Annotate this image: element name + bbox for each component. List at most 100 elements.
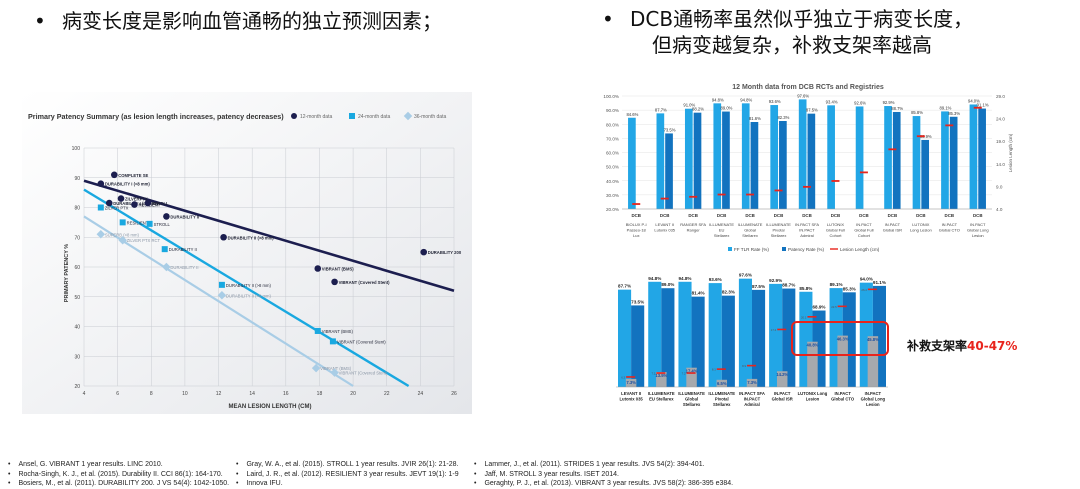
legend-swatch-circle — [291, 113, 297, 119]
botbar-lesion-label: 8.1 — [712, 368, 716, 372]
reference-item: Jaff, M. STROLL 3 year results. ISET 201… — [474, 470, 733, 480]
scatter-point — [314, 265, 322, 272]
botbar-bar-tlr — [708, 283, 722, 387]
topbar-bar-tlr — [798, 99, 807, 209]
topbar-value-label: 82.3% — [777, 115, 789, 120]
botbar-category-label: LEVANT II — [621, 391, 641, 396]
topbar-category-label: Stellarex — [714, 233, 730, 238]
topbar-category-label: Stellarex — [742, 233, 758, 238]
botbar-stent-label: 14.2% — [776, 372, 788, 377]
scatter-point — [131, 201, 138, 208]
topbar-dcb-label: DCB — [916, 213, 926, 218]
scatter-point — [97, 180, 105, 187]
scatter-point — [163, 213, 170, 220]
topbar-y2tick-label: 24.0 — [996, 117, 1005, 122]
legend-label: Patency Rate (%) — [788, 247, 824, 252]
topbar-value-label: 97.6% — [797, 93, 809, 98]
topbar-category-label: Global Long — [967, 228, 989, 233]
bullet-right: • DCB通畅率虽然似乎独立于病变长度， 但病变越复杂，补救支架率越高 — [602, 6, 1050, 58]
scatter-ytick-label: 20 — [74, 384, 80, 390]
botbar-lesion-label: 8.9 — [742, 364, 746, 368]
scatter-point — [97, 204, 104, 211]
scatter-point-label: RESILIENT — [127, 220, 149, 225]
botbar-stent-label: 7.3% — [747, 380, 757, 385]
dcb-12month-bar-chart: 12 Month data from DCB RCTs and Registri… — [592, 78, 1024, 280]
topbar-dcb-label: DCB — [717, 213, 727, 218]
topbar-category-label: ILLUMENATE — [709, 222, 734, 227]
botbar-category-label: IN.PACT SFA — [739, 391, 765, 396]
topbar-ytick-label: 80.0% — [606, 122, 619, 127]
topbar-category-label: IN.PACT — [799, 228, 815, 233]
topbar-category-label: IN.PACT — [885, 222, 901, 227]
botbar-value-label: 89.1% — [830, 282, 843, 287]
topbar-dcb-label: DCB — [802, 213, 812, 218]
scatter-point-label: STROLL — [154, 222, 171, 227]
botbar-stent-label: 7.3% — [626, 380, 636, 385]
topbar-title: 12 Month data from DCB RCTs and Registri… — [732, 84, 884, 91]
topbar-dcb-label: DCB — [859, 213, 869, 218]
topbar-value-label: 92.6% — [854, 100, 866, 105]
topbar-category-label: LEVANT II — [655, 222, 674, 227]
scatter-point — [218, 281, 225, 288]
scatter-point-label: VIBRANT (BMS) — [322, 329, 354, 334]
scatter-ytick-label: 60 — [74, 265, 80, 271]
topbar-dcb-label: DCB — [745, 213, 755, 218]
botbar-bar-stent — [837, 335, 848, 387]
topbar-value-label: 93.6% — [769, 99, 781, 104]
topbar-value-label: 93.4% — [826, 99, 838, 104]
botbar-bar-stent — [686, 367, 697, 387]
reference-item: Laird, J. R., et al. (2012). RESILIENT 3… — [236, 470, 458, 480]
scatter-point-label: VIBRANT (Covered Stent) — [337, 339, 386, 344]
topbar-y2tick-label: 14.0 — [996, 162, 1005, 167]
botbar-category-label: Lutonix 035 — [619, 397, 643, 402]
topbar-value-label: 91.0% — [683, 103, 695, 108]
scatter-point-label: ZILVER PTX — [105, 206, 129, 211]
topbar-bar-tlr — [884, 106, 892, 209]
topbar-bar-patency — [665, 133, 673, 209]
scatter-xtick-label: 14 — [249, 391, 255, 397]
callout-highlight: 40-47% — [967, 339, 1018, 353]
topbar-category-label: EU — [719, 228, 725, 233]
topbar-value-label: 73.5% — [664, 127, 676, 132]
topbar-dcb-label: DCB — [831, 213, 841, 218]
botbar-bar-patency — [752, 289, 766, 387]
topbar-category-label: Stellarex — [771, 233, 787, 238]
reference-item: Innova IFU. — [236, 479, 459, 489]
topbar-ytick-label: 100.0% — [603, 94, 619, 99]
topbar-y2label: Lesion Length (cm) — [1008, 133, 1013, 172]
scatter-grid — [83, 147, 455, 387]
botbar-category-label: Global CTO — [831, 397, 855, 402]
botbar-value-label: 87.5% — [752, 284, 765, 289]
botbar-value-label: 85.3% — [843, 286, 856, 291]
scatter-xtick-label: 16 — [283, 391, 289, 397]
bullet-dot: • — [34, 9, 46, 33]
topbar-value-label: 87.5% — [806, 108, 818, 113]
botbar-category-label: ILLUMENATE — [678, 391, 705, 396]
botbar-bar-tlr — [769, 283, 783, 387]
legend-swatch-diamond — [403, 111, 413, 121]
legend-swatch — [782, 247, 786, 251]
topbar-bar-patency — [949, 116, 958, 209]
reference-item: Geraghty, P. J., et al. (2013). VIBRANT … — [474, 479, 733, 489]
topbar-y2tick-label: 9.0 — [996, 184, 1003, 189]
scatter-ytick-label: 70 — [74, 235, 80, 241]
topbar-category-label: Global Full — [826, 228, 845, 233]
botbar-value-label: 73.5% — [631, 299, 644, 304]
topbar-category-label: Lux — [633, 233, 639, 238]
scatter-point-label: DURABILITY II — [169, 247, 197, 252]
scatter-point — [217, 291, 227, 300]
botbar-category-label: Global Long — [861, 397, 886, 402]
callout-prefix: 补救支架率 — [907, 339, 968, 353]
references-col-2: Gray, W. A., et al. (2015). STROLL 1 yea… — [236, 460, 459, 489]
legend-label: 36-month data — [414, 114, 446, 120]
scatter-points: COMPLETE SE DURABILITY I (<8 mm) ZILVERPTX… — [96, 171, 462, 377]
topbar-category-label: Cohort — [829, 233, 842, 238]
topbar-value-label: 89.1% — [940, 105, 952, 110]
botbar-bars: 87.7%73.5%7.3%6.394.8%89.0%13.5%7.294.8%… — [618, 273, 886, 387]
topbar-value-label: 91.1% — [977, 103, 989, 108]
topbar-value-label: 94.8% — [740, 97, 752, 102]
scatter-point — [220, 233, 227, 241]
highlight-box — [791, 321, 889, 356]
scatter-point-label: DURABILITY 200 — [428, 250, 462, 255]
